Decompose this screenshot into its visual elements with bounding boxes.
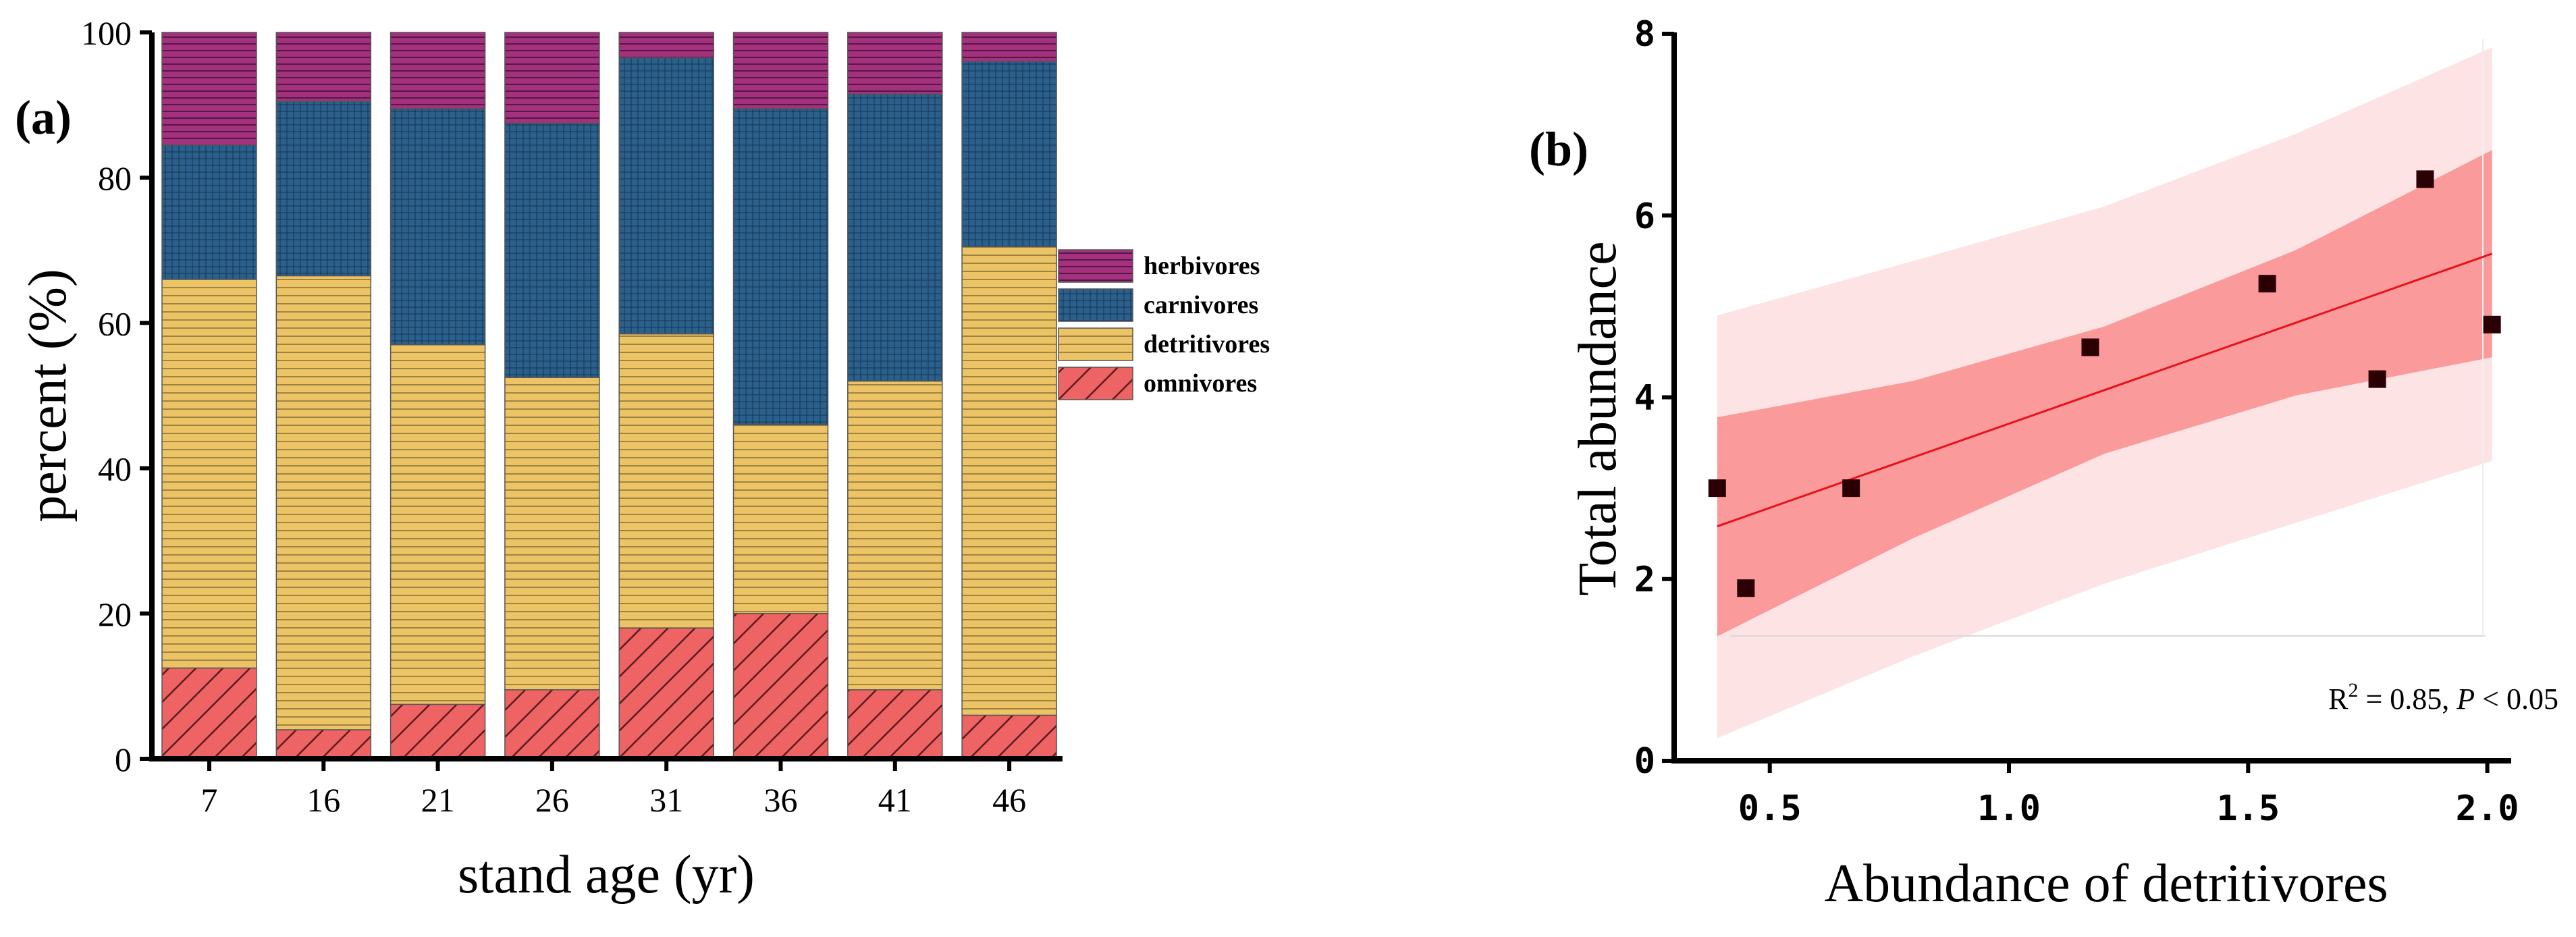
bar-herbivores-31 bbox=[618, 32, 714, 59]
confidence-band bbox=[1717, 150, 2492, 637]
legend-swatch-detritivores bbox=[1058, 327, 1133, 361]
bar-detritivores-21 bbox=[390, 344, 486, 705]
data-point-1 bbox=[1708, 479, 1726, 498]
x-tick-label-36: 36 bbox=[764, 781, 798, 819]
bar-herbivores-26 bbox=[504, 32, 600, 124]
panel-b-xticks: 0.5 1.0 1.5 2.0 bbox=[1738, 761, 2519, 829]
x-tick-label-46: 46 bbox=[992, 781, 1026, 819]
legend-label-carnivores: carnivores bbox=[1144, 291, 1258, 319]
bar-detritivores-36 bbox=[732, 424, 829, 614]
x-tick-label-31: 31 bbox=[649, 781, 683, 819]
bar-herbivores-36 bbox=[732, 32, 829, 109]
b-y-tick-label-6: 6 bbox=[1634, 196, 1655, 236]
data-point-3 bbox=[1842, 479, 1860, 498]
panel-a: (a) 0 20 40 60 80 100 7 16 21 26 31 36 41 46 percent… bbox=[15, 14, 1270, 905]
bar-herbivores-21 bbox=[390, 32, 486, 109]
data-point-4 bbox=[2081, 338, 2099, 356]
bar-carnivores-26 bbox=[504, 122, 600, 378]
b-y-tick-label-8: 8 bbox=[1634, 14, 1655, 55]
x-tick-label-7: 7 bbox=[201, 781, 218, 819]
x-tick-label-26: 26 bbox=[535, 781, 569, 819]
bar-omnivores-26 bbox=[504, 689, 600, 759]
panel-a-axes bbox=[149, 32, 1063, 761]
panel-a-legend: herbivores carnivores detritivores omnivore… bbox=[1058, 249, 1270, 400]
bar-detritivores-31 bbox=[618, 333, 714, 629]
panel-b-x-axis-label: Abundance of detritivores bbox=[1824, 854, 2388, 913]
data-point-7 bbox=[2416, 170, 2434, 188]
bar-detritivores-26 bbox=[504, 377, 600, 691]
r2-prefix: R bbox=[2328, 682, 2349, 716]
panel-a-x-axis-label: stand age (yr) bbox=[458, 845, 755, 905]
y-tick-label-40: 40 bbox=[98, 450, 132, 488]
p-label: P bbox=[2456, 682, 2475, 716]
bar-carnivores-31 bbox=[618, 57, 714, 335]
panel-b-points bbox=[1708, 170, 2501, 597]
b-x-tick-label-0-5: 0.5 bbox=[1738, 788, 1802, 829]
panel-b: (b) 0 2 4 6 8 0.5 1.0 1.5 2.0 Total abundance A… bbox=[1529, 14, 2558, 913]
bar-herbivores-7 bbox=[161, 32, 257, 146]
bar-omnivores-36 bbox=[732, 613, 829, 759]
panel-a-label: (a) bbox=[15, 90, 72, 144]
legend-label-omnivores: omnivores bbox=[1144, 369, 1257, 398]
bar-detritivores-16 bbox=[275, 275, 372, 730]
bar-carnivores-21 bbox=[390, 108, 486, 346]
bar-herbivores-46 bbox=[961, 32, 1057, 62]
y-tick-label-80: 80 bbox=[98, 159, 132, 197]
bar-omnivores-7 bbox=[161, 667, 257, 759]
legend-label-herbivores: herbivores bbox=[1144, 252, 1260, 280]
panel-a-yticks: 0 20 40 60 80 100 bbox=[81, 14, 152, 778]
panel-a-y-axis-label: percent (%) bbox=[18, 269, 78, 522]
panel-a-bars bbox=[161, 32, 1057, 759]
panel-b-annotation: R2 = 0.85, P < 0.05 bbox=[2328, 679, 2558, 716]
data-point-2 bbox=[1737, 579, 1755, 597]
x-tick-label-21: 21 bbox=[421, 781, 455, 819]
data-point-8 bbox=[2483, 315, 2501, 333]
bar-omnivores-16 bbox=[275, 729, 372, 759]
b-y-tick-label-2: 2 bbox=[1634, 560, 1655, 600]
y-tick-label-20: 20 bbox=[98, 595, 132, 633]
bar-omnivores-31 bbox=[618, 627, 714, 759]
y-tick-label-100: 100 bbox=[81, 14, 132, 52]
b-y-tick-label-4: 4 bbox=[1634, 378, 1655, 419]
b-x-tick-label-1-0: 1.0 bbox=[1977, 788, 2041, 829]
panel-b-yticks: 0 2 4 6 8 bbox=[1634, 14, 1674, 782]
bar-omnivores-21 bbox=[390, 703, 486, 759]
legend-label-detritivores: detritivores bbox=[1144, 330, 1270, 358]
x-tick-label-41: 41 bbox=[878, 781, 912, 819]
bar-herbivores-41 bbox=[847, 32, 943, 95]
panel-b-label: (b) bbox=[1529, 122, 1588, 176]
panel-b-y-axis-label: Total abundance bbox=[1568, 241, 1628, 595]
p-value: < 0.05 bbox=[2475, 682, 2558, 716]
legend-swatch-herbivores bbox=[1058, 249, 1133, 283]
r2-value: = 0.85, bbox=[2358, 682, 2457, 716]
bar-omnivores-46 bbox=[961, 714, 1057, 759]
bar-carnivores-16 bbox=[275, 101, 372, 277]
data-point-5 bbox=[2258, 275, 2276, 293]
data-point-6 bbox=[2368, 370, 2386, 388]
bar-herbivores-16 bbox=[275, 32, 372, 102]
panel-a-xticks: 7 16 21 26 31 36 41 46 bbox=[201, 759, 1026, 819]
bar-carnivores-36 bbox=[732, 108, 829, 425]
bar-detritivores-7 bbox=[161, 279, 257, 669]
bar-detritivores-41 bbox=[847, 380, 943, 691]
bar-carnivores-41 bbox=[847, 93, 943, 382]
b-y-tick-label-0: 0 bbox=[1634, 741, 1655, 782]
legend-swatch-carnivores bbox=[1058, 288, 1133, 322]
panel-b-bands bbox=[1717, 47, 2492, 739]
r2-superscript: 2 bbox=[2348, 679, 2358, 701]
bar-carnivores-7 bbox=[161, 144, 257, 280]
b-x-tick-label-1-5: 1.5 bbox=[2216, 788, 2280, 829]
bar-carnivores-46 bbox=[961, 61, 1057, 248]
b-x-tick-label-2-0: 2.0 bbox=[2456, 788, 2519, 829]
legend-swatch-omnivores bbox=[1058, 367, 1133, 400]
x-tick-label-16: 16 bbox=[306, 781, 340, 819]
bar-omnivores-41 bbox=[847, 689, 943, 759]
y-tick-label-0: 0 bbox=[115, 741, 132, 778]
bar-detritivores-46 bbox=[961, 246, 1057, 716]
y-tick-label-60: 60 bbox=[98, 304, 132, 342]
